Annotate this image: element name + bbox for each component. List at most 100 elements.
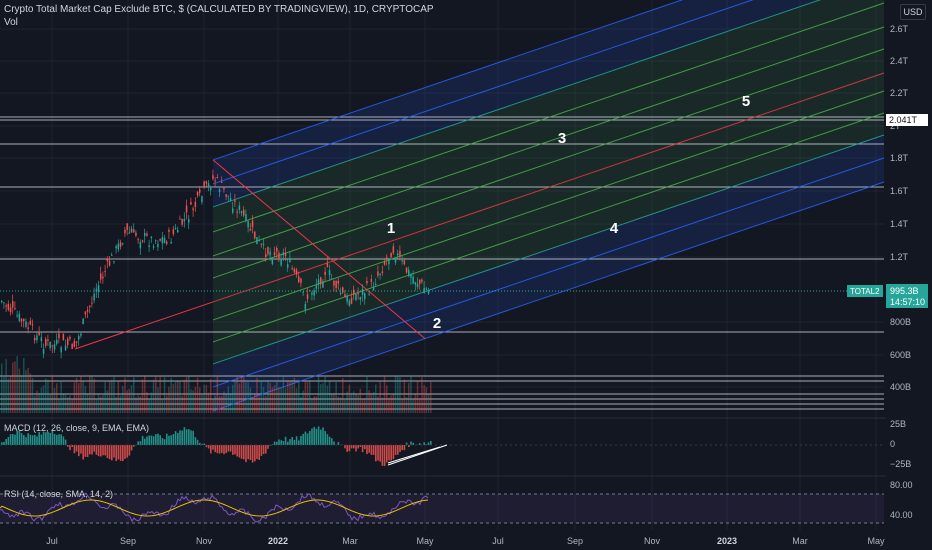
candle	[47, 339, 49, 342]
macd-bar	[199, 442, 201, 445]
volume-bar	[232, 384, 234, 413]
macd-bar	[258, 445, 260, 460]
volume-bar	[152, 379, 155, 413]
volume-bar	[199, 387, 201, 413]
volume-bar	[326, 385, 329, 413]
pitchfork-line[interactable]	[212, 0, 884, 161]
candle	[287, 264, 289, 268]
macd-bar	[289, 439, 291, 445]
candle	[328, 270, 331, 276]
currency-button[interactable]: USD	[900, 4, 926, 20]
macd-bar	[223, 445, 225, 455]
volume-bar	[430, 382, 432, 413]
price-highlight-label: 2.041T	[889, 115, 918, 125]
volume-bar	[254, 394, 256, 413]
macd-bar	[236, 445, 238, 457]
volume-bar	[80, 375, 82, 413]
pitchfork-line[interactable]	[212, 72, 885, 303]
candle	[227, 195, 230, 197]
horizontal-levels[interactable]	[0, 116, 884, 410]
volume-bar	[377, 396, 379, 413]
candle	[64, 345, 67, 351]
candle	[273, 252, 276, 256]
macd-bar	[148, 435, 150, 445]
pitchfork-line[interactable]	[212, 48, 885, 279]
candle	[146, 233, 148, 236]
volume-bar	[207, 392, 210, 413]
pitchfork-line[interactable]	[212, 90, 885, 321]
annotation-4: 4	[610, 220, 619, 237]
macd-bar	[298, 440, 300, 445]
macd-bar	[155, 434, 157, 445]
pitchfork-line[interactable]	[212, 0, 884, 208]
candle	[152, 246, 155, 248]
volume-bar	[379, 381, 381, 413]
macd-bar	[315, 428, 318, 445]
volume-bar	[331, 394, 333, 413]
pitchfork-line[interactable]	[212, 112, 885, 343]
price-axis-label: 2.4T	[890, 56, 909, 66]
candle	[399, 250, 401, 258]
macd-bar	[47, 431, 49, 445]
candle	[16, 315, 18, 317]
candle	[12, 301, 14, 308]
volume-bar	[247, 382, 249, 413]
pitchfork-line[interactable]	[212, 2, 885, 233]
macd-bar	[328, 436, 331, 445]
macd-bar	[18, 430, 21, 445]
candle	[73, 340, 76, 347]
macd-bar	[73, 445, 76, 454]
volume-bar	[350, 392, 353, 413]
macd-bar	[320, 429, 322, 445]
pitchfork-line[interactable]	[212, 134, 885, 365]
rsi-pane: RSI (14, close, SMA, 14, 2)	[0, 489, 884, 524]
pitchfork-line[interactable]	[212, 181, 885, 412]
volume-bar	[100, 396, 102, 413]
volume-bar	[122, 386, 124, 413]
volume-bar	[20, 376, 23, 413]
pitchfork-handle[interactable]	[74, 301, 214, 350]
macd-bar	[16, 430, 18, 445]
candle	[78, 336, 80, 340]
pitchfork-line[interactable]	[212, 157, 885, 388]
candle	[177, 229, 179, 233]
candle	[339, 292, 342, 294]
volume-bar	[262, 387, 265, 413]
volume-bar	[192, 390, 194, 413]
macd-bar	[67, 445, 69, 447]
volume-bar	[234, 382, 236, 413]
macd-bar	[106, 445, 109, 459]
macd-bar	[179, 430, 181, 445]
macd-bar	[146, 436, 148, 445]
rsi-axis-label: 80.00	[890, 480, 913, 490]
macd-label: MACD (12, 26, close, 9, EMA, EMA)	[4, 423, 149, 433]
macd-bar	[69, 445, 71, 451]
pitchfork-line[interactable]	[212, 0, 884, 185]
macd-bar	[304, 431, 307, 445]
pitchfork-line[interactable]	[212, 26, 885, 257]
volume-bar	[25, 369, 27, 413]
macd-bar	[291, 436, 293, 445]
macd-bar	[75, 445, 78, 452]
macd-bar	[115, 445, 117, 462]
last-price-tag-bg	[886, 284, 928, 308]
rsi-label: RSI (14, close, SMA, 14, 2)	[4, 489, 113, 499]
candle	[207, 183, 210, 188]
candle	[425, 288, 428, 290]
pitchfork-channel[interactable]	[74, 0, 885, 412]
macd-bar	[313, 426, 315, 445]
volume-bar	[375, 384, 377, 413]
macd-bar	[27, 433, 29, 445]
macd-bar	[82, 445, 84, 460]
macd-bar	[227, 445, 230, 452]
candle	[421, 279, 423, 282]
macd-bar	[190, 430, 192, 445]
pitchfork-base[interactable]	[212, 159, 426, 339]
volume-bar	[84, 386, 87, 413]
candle	[366, 280, 368, 284]
volume-bar	[97, 393, 100, 413]
candle	[122, 243, 124, 245]
annotations: 1 2 3 4 5	[387, 93, 750, 332]
candle	[256, 237, 258, 245]
